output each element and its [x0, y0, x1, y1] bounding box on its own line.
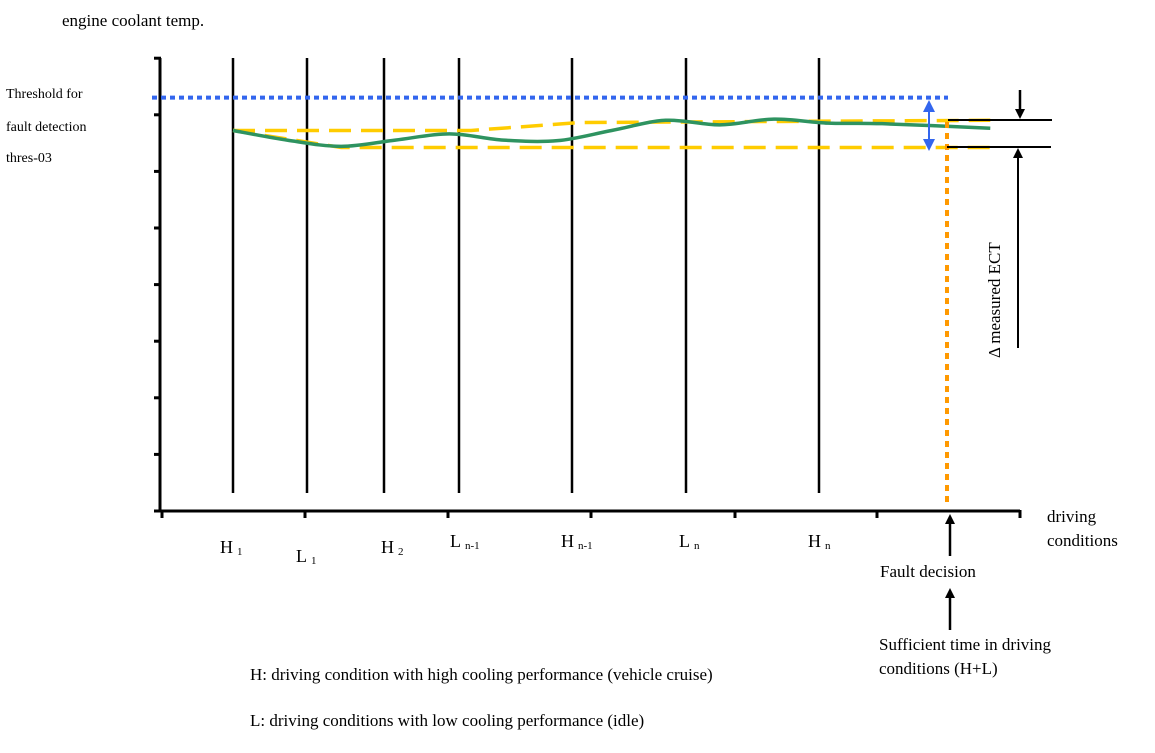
band-upper-line	[233, 118, 991, 133]
legend-h: H: driving condition with high cooling p…	[250, 665, 713, 684]
category-label-subscript: n-1	[465, 540, 480, 552]
category-label-main: L	[679, 531, 690, 551]
category-label-subscript: 1	[311, 555, 317, 567]
fault-decision-label: Fault decision	[880, 562, 976, 581]
category-label-subscript: n	[694, 540, 700, 552]
sufficient-time-line-2: conditions (H+L)	[879, 659, 998, 678]
threshold-label-line-3: thres-03	[6, 151, 52, 166]
x-axis-ticks	[160, 510, 1022, 518]
category-label-subscript: n	[825, 540, 831, 552]
category-label-subscript: n-1	[578, 540, 593, 552]
category-label-subscript: 2	[398, 546, 404, 558]
category-label-main: H	[808, 531, 821, 551]
legend-l: L: driving conditions with low cooling p…	[250, 711, 645, 730]
category-label-main: H	[561, 531, 574, 551]
ect-curve	[232, 117, 991, 149]
band-lower-line	[232, 128, 991, 150]
x-axis-label-line-2: conditions	[1047, 531, 1118, 550]
sufficient-time-line-1: Sufficient time in driving	[879, 635, 1052, 654]
category-label-main: H	[381, 537, 394, 557]
delta-ect-label: Δ measured ECT	[985, 242, 1004, 358]
threshold-label-line-1: Threshold for	[6, 87, 83, 102]
chart-title: engine coolant temp.	[62, 11, 205, 30]
category-label-subscript: 1	[237, 546, 243, 558]
y-axis-ticks	[154, 56, 161, 513]
category-label-main: L	[450, 531, 461, 551]
category-label-main: L	[296, 546, 307, 566]
threshold-label-line-2: fault detection	[6, 120, 87, 135]
category-label-main: H	[220, 537, 233, 557]
x-axis-label-line-1: driving	[1047, 507, 1097, 526]
